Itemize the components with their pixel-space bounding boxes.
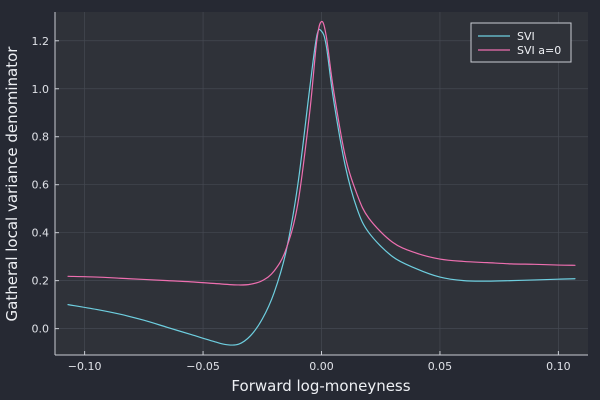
x-tick-label: 0.10 bbox=[546, 360, 571, 373]
x-tick-label: 0.00 bbox=[309, 360, 334, 373]
y-tick-label: 0.4 bbox=[32, 227, 50, 240]
series-line-svi-a0 bbox=[67, 20, 576, 286]
x-tick-label: 0.05 bbox=[428, 360, 453, 373]
series-lines bbox=[67, 20, 576, 346]
legend-box bbox=[470, 22, 572, 63]
x-tick-label: −0.05 bbox=[186, 360, 220, 373]
legend-label-svi-a0: SVI a=0 bbox=[517, 44, 561, 57]
tick-labels: −0.10 −0.05 0.00 0.05 0.10 0.0 0.2 0.4 0.6 0.8 1.0… bbox=[32, 35, 571, 373]
x-axis-title: Forward log-moneyness bbox=[231, 377, 410, 395]
x-tick-label: −0.10 bbox=[68, 360, 102, 373]
y-tick-label: 0.8 bbox=[32, 131, 50, 144]
y-tick-label: 1.0 bbox=[32, 83, 50, 96]
y-axis-title: Gatheral local variance denominator bbox=[3, 46, 21, 322]
legend-label-svi: SVI bbox=[517, 30, 535, 43]
y-tick-label: 0.6 bbox=[32, 179, 50, 192]
y-tick-label: 0.0 bbox=[32, 323, 50, 336]
y-tick-label: 0.2 bbox=[32, 275, 50, 288]
series-line-svi bbox=[67, 28, 576, 346]
y-tick-label: 1.2 bbox=[32, 35, 50, 48]
